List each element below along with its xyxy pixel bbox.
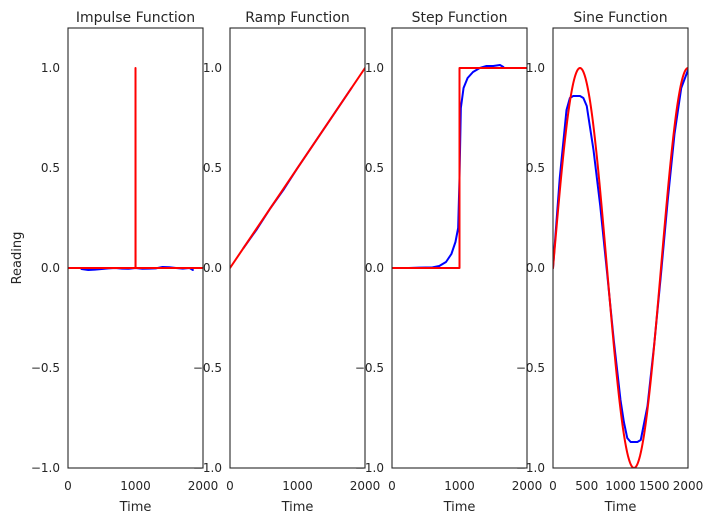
y-tick-label: 0.5 [203,161,222,175]
x-tick-label: 0 [64,479,72,493]
x-axis-label: Time [604,500,637,515]
chart-title: Ramp Function [245,10,350,26]
step-function-panel: Step Function Time −1.0 −0.5 0.0 0.5 1.0 0 100… [355,10,542,515]
ramp-function-panel: Ramp Function Time −1.0 −0.5 0.0 0.5 1.0 0 100… [193,10,380,515]
reference-line [230,67,365,269]
x-tick-label: 2000 [188,479,219,493]
y-tick-label: 1.0 [41,61,60,75]
reference-line [553,67,688,468]
plot-area [230,67,365,269]
reference-line [68,67,203,269]
x-tick-label: 2000 [673,479,704,493]
sine-function-panel: Sine Function Time −1.0 −0.5 0.0 0.5 1.0 0 500… [516,10,703,515]
plot-area [392,64,527,269]
x-tick-label: 1500 [639,479,670,493]
y-axis-label: Reading [10,232,25,285]
y-tick-label: 0.0 [526,261,545,275]
x-tick-label: 2000 [350,479,381,493]
x-tick-label: 1000 [444,479,475,493]
axes-frame [229,27,366,469]
y-tick-label: −0.5 [516,361,545,375]
y-tick-label: 0.5 [526,161,545,175]
chart-title: Step Function [412,10,508,26]
y-tick-label: −1.0 [355,461,384,475]
plot-area [553,67,688,468]
axes-frame [552,27,689,469]
x-tick-label: 500 [575,479,598,493]
y-tick-label: 1.0 [365,61,384,75]
plot-area [68,67,203,271]
y-tick-label: 0.0 [203,261,222,275]
x-axis-label: Time [119,500,152,515]
y-tick-label: −0.5 [355,361,384,375]
x-axis-label: Time [281,500,314,515]
y-tick-label: −0.5 [31,361,60,375]
y-tick-label: −1.0 [193,461,222,475]
x-axis-label: Time [443,500,476,515]
axes-frame [67,27,204,469]
x-tick-label: 1000 [282,479,313,493]
y-tick-label: −1.0 [31,461,60,475]
x-tick-label: 2000 [512,479,543,493]
y-tick-label: 1.0 [203,61,222,75]
y-tick-label: 0.5 [41,161,60,175]
chart-title: Impulse Function [76,10,195,26]
x-tick-label: 1000 [605,479,636,493]
reference-line [392,67,527,269]
y-tick-label: −0.5 [193,361,222,375]
impulse-function-panel: Impulse Function Time −1.0 −0.5 0.0 0.5 1.0 0… [31,10,218,515]
x-tick-label: 0 [226,479,234,493]
x-tick-label: 0 [388,479,396,493]
y-tick-label: −1.0 [516,461,545,475]
y-tick-label: 1.0 [526,61,545,75]
axes-frame [391,27,528,469]
y-tick-label: 0.0 [365,261,384,275]
x-tick-label: 0 [549,479,557,493]
chart-title: Sine Function [573,10,667,26]
y-tick-label: 0.5 [365,161,384,175]
y-tick-label: 0.0 [41,261,60,275]
x-tick-label: 1000 [120,479,151,493]
